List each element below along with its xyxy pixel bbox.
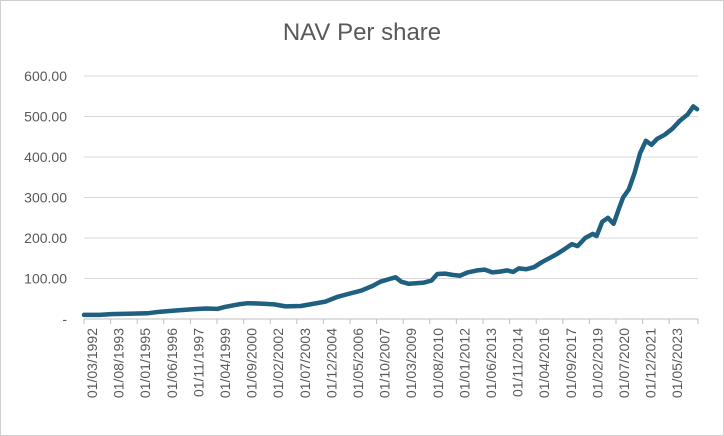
x-tick-label: 01/01/2012 [456,328,472,398]
x-tick-label: 01/04/1999 [217,328,233,398]
y-tick-label: 100.00 [24,271,67,287]
x-tick-label: 01/02/2002 [270,328,286,398]
x-tick-label: 01/07/2003 [297,328,313,398]
x-tick-label: 01/08/1993 [111,328,127,398]
x-tick-label: 01/05/2023 [669,328,685,398]
chart-title: NAV Per share [282,19,442,46]
x-tick-label: 01/06/1996 [164,328,180,398]
x-tick-label: 01/01/1995 [137,328,153,398]
x-tick-label: 01/05/2006 [350,328,366,398]
x-tick-label: 01/09/2017 [563,328,579,398]
x-tick-label: 01/11/2014 [510,328,526,397]
y-tick-label: - [62,311,67,327]
x-tick-label: 01/02/2019 [589,328,605,398]
x-tick-label: 01/10/2007 [377,328,393,398]
x-tick-label: 01/09/2000 [244,328,260,398]
y-tick-label: 400.00 [24,149,67,165]
y-tick-label: 500.00 [24,109,67,125]
x-tick-label: 01/11/1997 [190,328,206,397]
x-tick-label: 01/03/2009 [403,328,419,398]
x-tick-label: 01/03/1992 [84,328,100,398]
x-tick-label: 01/12/2004 [323,328,339,398]
y-tick-label: 300.00 [24,190,67,206]
x-tick-label: 01/04/2016 [536,328,552,398]
nav-series-line [81,104,700,318]
x-tick-label: 01/08/2010 [430,328,446,398]
x-tick-label: 01/06/2013 [483,328,499,398]
y-tick-label: 600.00 [24,68,67,84]
x-tick-label: 01/12/2021 [643,328,659,398]
x-tick-label: 01/07/2020 [616,328,632,398]
y-tick-label: 200.00 [24,230,67,246]
